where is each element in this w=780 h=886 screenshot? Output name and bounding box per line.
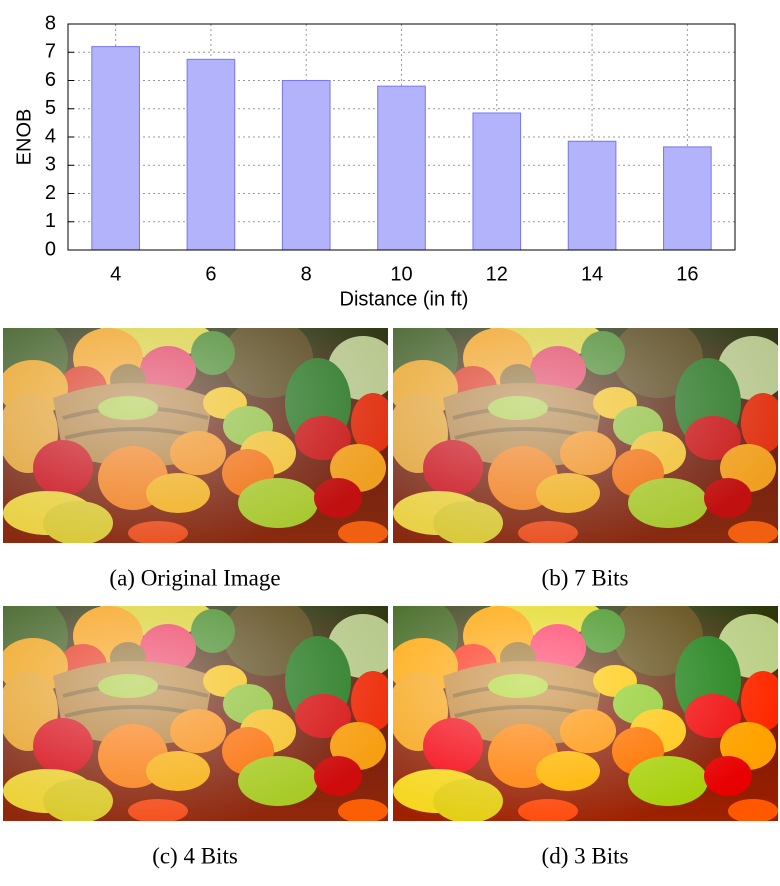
caption: (a) Original Image [109,565,280,590]
y-tick-label: 3 [45,154,56,176]
bar [663,146,712,251]
y-tick-label: 4 [45,125,56,147]
bar [91,46,140,251]
caption: (c) 4 Bits [152,843,238,868]
image-3-bits [393,606,778,821]
y-tick-label: 0 [45,238,56,260]
x-tick-label: 14 [581,263,603,285]
bar [186,58,236,251]
y-tick-label: 5 [45,97,56,119]
original-image [3,328,388,543]
y-axis-label: ENOB [13,109,35,166]
x-tick-label: 10 [390,263,412,285]
image-4-bits [3,606,388,821]
x-tick-label: 4 [110,263,121,285]
y-tick-label: 8 [45,12,56,34]
y-tick-label: 1 [45,210,56,232]
x-tick-label: 8 [301,263,312,285]
bar [377,85,426,251]
caption: (d) 3 Bits [542,843,629,868]
x-tick-label: 16 [676,263,698,285]
bar [281,80,331,251]
x-tick-label: 12 [486,263,508,285]
y-tick-label: 6 [45,69,56,91]
bar [472,112,522,251]
x-tick-label: 6 [205,263,216,285]
y-tick-label: 7 [45,41,56,63]
plot-frame [67,23,736,251]
x-axis-label: Distance (in ft) [340,288,469,310]
image-7-bits [393,328,778,543]
caption: (b) 7 Bits [542,565,629,590]
bar [567,140,617,251]
y-tick-label: 2 [45,182,56,204]
